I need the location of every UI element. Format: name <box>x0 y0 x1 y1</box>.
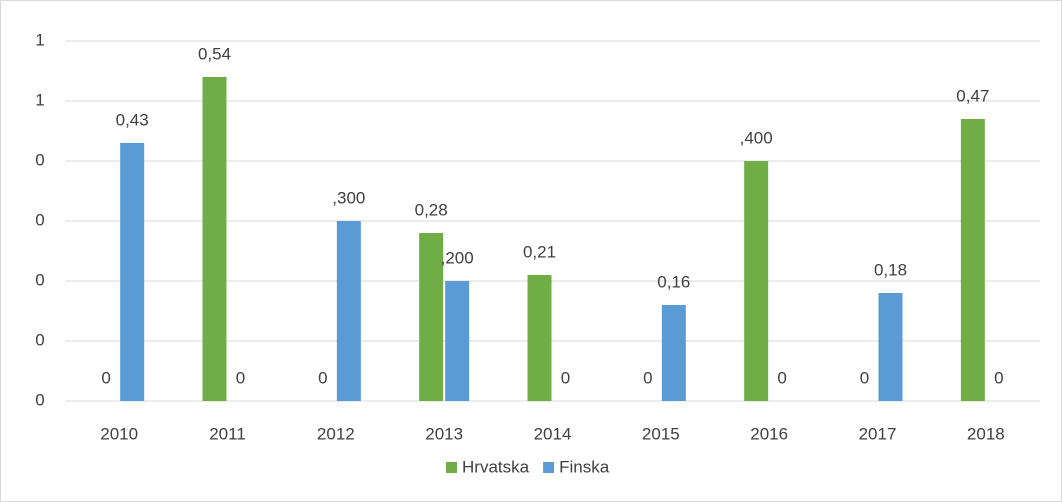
data-label: 0 <box>318 368 327 387</box>
data-label: 0 <box>643 368 652 387</box>
x-tick-label: 2010 <box>100 424 138 443</box>
data-label: 0,28 <box>415 200 448 219</box>
x-tick-label: 2018 <box>967 424 1005 443</box>
bar <box>419 233 444 401</box>
x-tick-label: 2015 <box>642 424 680 443</box>
x-tick-label: 2012 <box>317 424 355 443</box>
data-label: ,200 <box>441 248 474 267</box>
legend-swatch <box>543 462 555 473</box>
data-label: 0 <box>101 368 110 387</box>
y-tick-label: 1 <box>35 30 44 49</box>
data-label: 0,16 <box>657 272 690 291</box>
data-label: 0 <box>236 368 245 387</box>
data-label: ,400 <box>740 128 773 147</box>
y-tick-label: 0 <box>35 390 44 409</box>
data-label: 0,21 <box>523 242 556 261</box>
x-tick-label: 2013 <box>425 424 463 443</box>
bar <box>960 119 985 401</box>
data-label: 0,18 <box>874 260 907 279</box>
data-label: 0 <box>561 368 570 387</box>
data-label: 0,43 <box>116 110 149 129</box>
data-label: 0,54 <box>198 44 231 63</box>
y-tick-label: 0 <box>35 330 44 349</box>
y-tick-label: 0 <box>35 150 44 169</box>
data-label: 0 <box>860 368 869 387</box>
bar <box>445 281 470 401</box>
data-label: 0 <box>994 368 1003 387</box>
legend-label: Hrvatska <box>462 457 530 476</box>
bar <box>661 305 686 401</box>
legend-label: Finska <box>559 457 610 476</box>
x-tick-label: 2014 <box>534 424 572 443</box>
y-tick-label: 0 <box>35 210 44 229</box>
x-tick-label: 2016 <box>750 424 788 443</box>
bar <box>202 77 227 401</box>
bar <box>878 293 903 401</box>
legend-swatch <box>446 462 457 473</box>
y-tick-label: 0 <box>35 270 44 289</box>
bar <box>120 143 145 401</box>
data-label: 0 <box>777 368 786 387</box>
y-tick-label: 1 <box>35 90 44 109</box>
data-label: 0,47 <box>956 86 989 105</box>
x-tick-label: 2011 <box>209 424 246 443</box>
bar <box>527 275 552 401</box>
bar <box>744 161 769 401</box>
x-tick-label: 2017 <box>859 424 897 443</box>
data-label: ,300 <box>332 188 365 207</box>
bar <box>336 221 361 401</box>
